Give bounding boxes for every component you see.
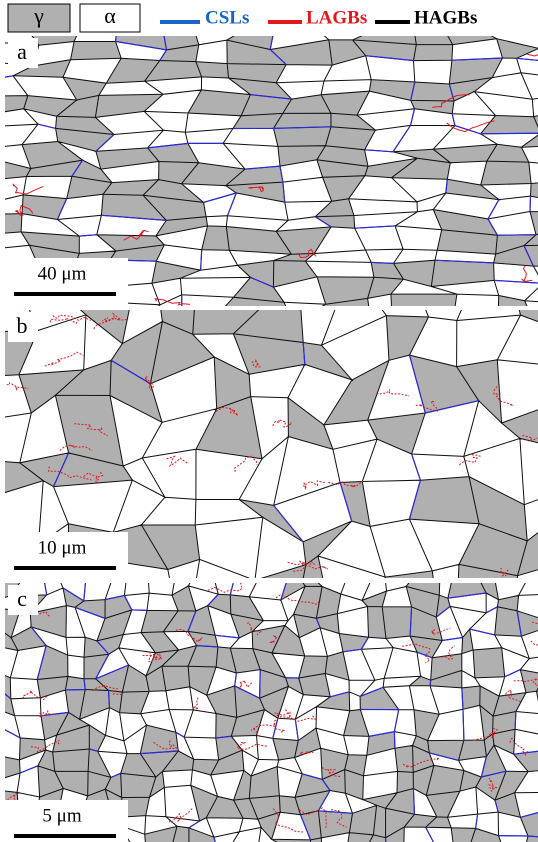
panel-label: b xyxy=(17,313,28,338)
gamma-label: γ xyxy=(33,3,44,28)
maps: a 40 μm b 10 μm c 5 μm xyxy=(0,23,538,842)
csl-label: CSLs xyxy=(205,7,249,28)
scale-bar-label: 40 μm xyxy=(38,263,87,284)
panel-label: c xyxy=(17,586,27,611)
figure: γ α CSLs LAGBs HAGBs a 40 μm b 10 μm c 5 μm xyxy=(0,0,538,842)
micrograph: b 10 μm xyxy=(0,275,538,625)
micrograph: c 5 μm xyxy=(0,566,538,842)
hagb-label: HAGBs xyxy=(414,7,477,28)
legend: γ α CSLs LAGBs HAGBs xyxy=(8,3,477,32)
micrograph: a 40 μm xyxy=(0,23,538,320)
scale-bar-label: 10 μm xyxy=(38,537,87,558)
alpha-label: α xyxy=(104,3,116,28)
panel-label: a xyxy=(17,39,27,64)
scale-bar-label: 5 μm xyxy=(42,805,81,826)
lagb-label: LAGBs xyxy=(306,7,367,28)
